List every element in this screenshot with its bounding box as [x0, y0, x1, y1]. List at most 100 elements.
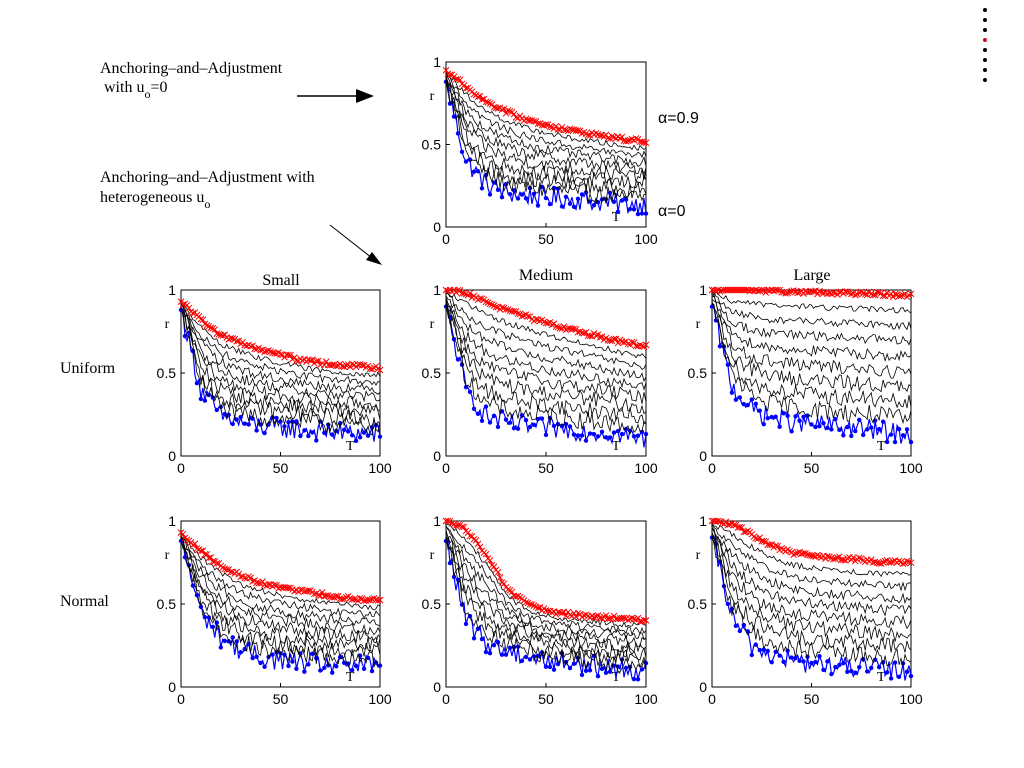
marker-dot: [896, 426, 902, 432]
marker-x: [209, 324, 217, 332]
nav-dot-4[interactable]: [983, 38, 987, 42]
marker-dot: [341, 660, 347, 665]
marker-dot: [603, 435, 609, 440]
x-tick-label: 50: [273, 691, 289, 707]
marker-dot: [214, 407, 220, 413]
series-intermediate: [711, 298, 912, 379]
nav-dot-5[interactable]: [983, 48, 987, 52]
marker-dot: [833, 416, 838, 422]
x-tick-label: 50: [804, 460, 820, 476]
marker-dot: [579, 192, 585, 197]
marker-x: [790, 551, 797, 559]
marker-dot: [218, 645, 223, 650]
marker-dot: [491, 642, 497, 648]
marker-x: [462, 290, 470, 298]
marker-x: [456, 76, 464, 84]
marker-dot: [619, 431, 625, 437]
marker-dot: [753, 642, 758, 647]
marker-x: [554, 323, 562, 331]
marker-dot: [226, 639, 231, 644]
y-tick-label: 0: [433, 219, 441, 235]
marker-dot: [349, 667, 355, 673]
marker-x: [183, 301, 191, 309]
marker-x: [478, 96, 486, 103]
marker-dot: [817, 424, 822, 429]
marker-dot: [543, 195, 549, 201]
nav-dot-6[interactable]: [983, 58, 987, 62]
marker-x: [528, 117, 536, 124]
marker-x: [305, 587, 312, 595]
marker-x: [494, 568, 502, 576]
y-axis-label: r: [430, 317, 435, 332]
marker-dot: [765, 415, 770, 421]
marker-dot: [837, 662, 842, 668]
marker-dot: [603, 670, 609, 675]
row-title-normal: Normal: [60, 593, 109, 610]
marker-x: [480, 95, 488, 103]
marker-dot: [801, 414, 806, 420]
nav-dot-8[interactable]: [983, 78, 987, 82]
marker-x: [770, 287, 778, 295]
marker-x: [903, 557, 911, 565]
nav-dot-1[interactable]: [983, 8, 987, 12]
marker-dot: [447, 101, 453, 106]
marker-dot: [635, 211, 641, 217]
marker-dot: [234, 417, 239, 422]
marker-dot: [888, 676, 894, 681]
marker-x: [606, 337, 614, 345]
marker-x: [179, 530, 187, 538]
marker-dot: [865, 669, 870, 674]
marker-x: [530, 602, 538, 610]
marker-dot: [575, 196, 581, 202]
markers-alpha-low: [709, 304, 914, 445]
marker-dot: [210, 624, 216, 630]
marker-x: [446, 71, 454, 79]
marker-dot: [845, 669, 850, 675]
marker-x: [718, 519, 726, 527]
marker-x: [308, 356, 316, 364]
marker-dot: [555, 661, 561, 667]
marker-x: [482, 98, 490, 106]
series-intermediate: [180, 534, 381, 619]
marker-x: [871, 291, 879, 299]
marker-dot: [623, 197, 629, 202]
marker-dot: [623, 665, 629, 671]
nav-dot-7[interactable]: [983, 68, 987, 72]
y-tick-label: 1: [433, 513, 441, 529]
marker-x: [542, 607, 550, 614]
marker-dot: [527, 424, 533, 430]
marker-dot: [377, 663, 383, 668]
marker-dot: [583, 438, 589, 443]
marker-dot: [785, 413, 790, 419]
marker-dot: [551, 423, 557, 429]
marker-x: [895, 557, 903, 565]
marker-dot: [837, 427, 842, 433]
marker-dot: [595, 199, 601, 205]
slide-navigation[interactable]: [978, 8, 992, 88]
marker-dot: [769, 660, 774, 665]
y-tick-label: 0: [699, 679, 707, 695]
marker-dot: [781, 659, 786, 664]
marker-x: [273, 350, 280, 357]
marker-x: [532, 315, 540, 323]
marker-dot: [294, 666, 299, 671]
nav-dot-3[interactable]: [983, 28, 987, 32]
marker-dot: [809, 422, 814, 427]
marker-x: [462, 85, 470, 92]
marker-x: [328, 361, 336, 369]
marker-x: [261, 348, 268, 356]
marker-x: [802, 287, 809, 295]
marker-x: [215, 330, 223, 338]
marker-x: [885, 559, 893, 566]
x-tick-label: 50: [273, 460, 289, 476]
arrow-diagonal-icon: [329, 224, 382, 265]
marker-dot: [904, 427, 910, 432]
row-title-uniform: Uniform: [60, 360, 116, 377]
marker-dot: [242, 421, 247, 426]
nav-dot-2[interactable]: [983, 18, 987, 22]
marker-x: [808, 288, 815, 295]
marker-x: [574, 127, 582, 134]
marker-dot: [479, 186, 485, 191]
marker-dot: [595, 674, 601, 679]
marker-x: [500, 105, 508, 113]
